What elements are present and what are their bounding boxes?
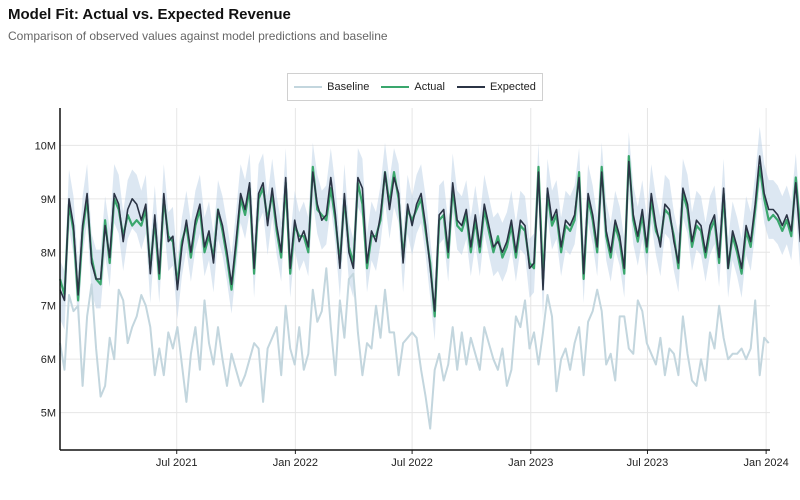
x-tick-label: Jan 2023 [508, 457, 553, 469]
axes [59, 108, 770, 454]
chart-subtitle: Comparison of observed values against mo… [8, 29, 388, 43]
confidence-band-layer [60, 126, 800, 341]
legend-label-actual: Actual [414, 81, 445, 93]
legend: Baseline Actual Expected [287, 73, 543, 101]
y-tick-label: 5M [41, 408, 56, 420]
legend-label-expected: Expected [489, 81, 536, 93]
x-tick-label: Jan 2024 [743, 457, 788, 469]
series-line-baseline [59, 267, 770, 430]
y-tick-label: 8M [41, 247, 56, 259]
legend-swatch-actual [381, 86, 410, 88]
legend-item-baseline[interactable]: Baseline [294, 81, 369, 93]
y-tick-label: 7M [41, 301, 56, 313]
x-tick-label: Jul 2022 [391, 457, 433, 469]
legend-swatch-baseline [294, 86, 323, 88]
legend-label-baseline: Baseline [327, 81, 370, 93]
series-line-expected [59, 155, 800, 312]
x-tick-label: Jul 2021 [156, 457, 198, 469]
chart-title: Model Fit: Actual vs. Expected Revenue [8, 6, 291, 23]
legend-item-expected[interactable]: Expected [456, 81, 536, 93]
y-tick-label: 9M [41, 194, 56, 206]
y-tick-label: 10M [35, 140, 56, 152]
grid [60, 108, 770, 450]
x-tick-label: Jul 2023 [627, 457, 669, 469]
x-tick-label: Jan 2022 [273, 457, 318, 469]
tick-labels: 5M 6M 7M 8M 9M 10M Jul 2021 Jan 2022 Jul 2022 Jan… [35, 140, 789, 469]
series-layer [58, 155, 800, 430]
y-tick-label: 6M [41, 354, 56, 366]
expected-confidence-band [60, 126, 800, 341]
legend-item-actual[interactable]: Actual [381, 81, 445, 93]
legend-swatch-expected [456, 86, 485, 88]
